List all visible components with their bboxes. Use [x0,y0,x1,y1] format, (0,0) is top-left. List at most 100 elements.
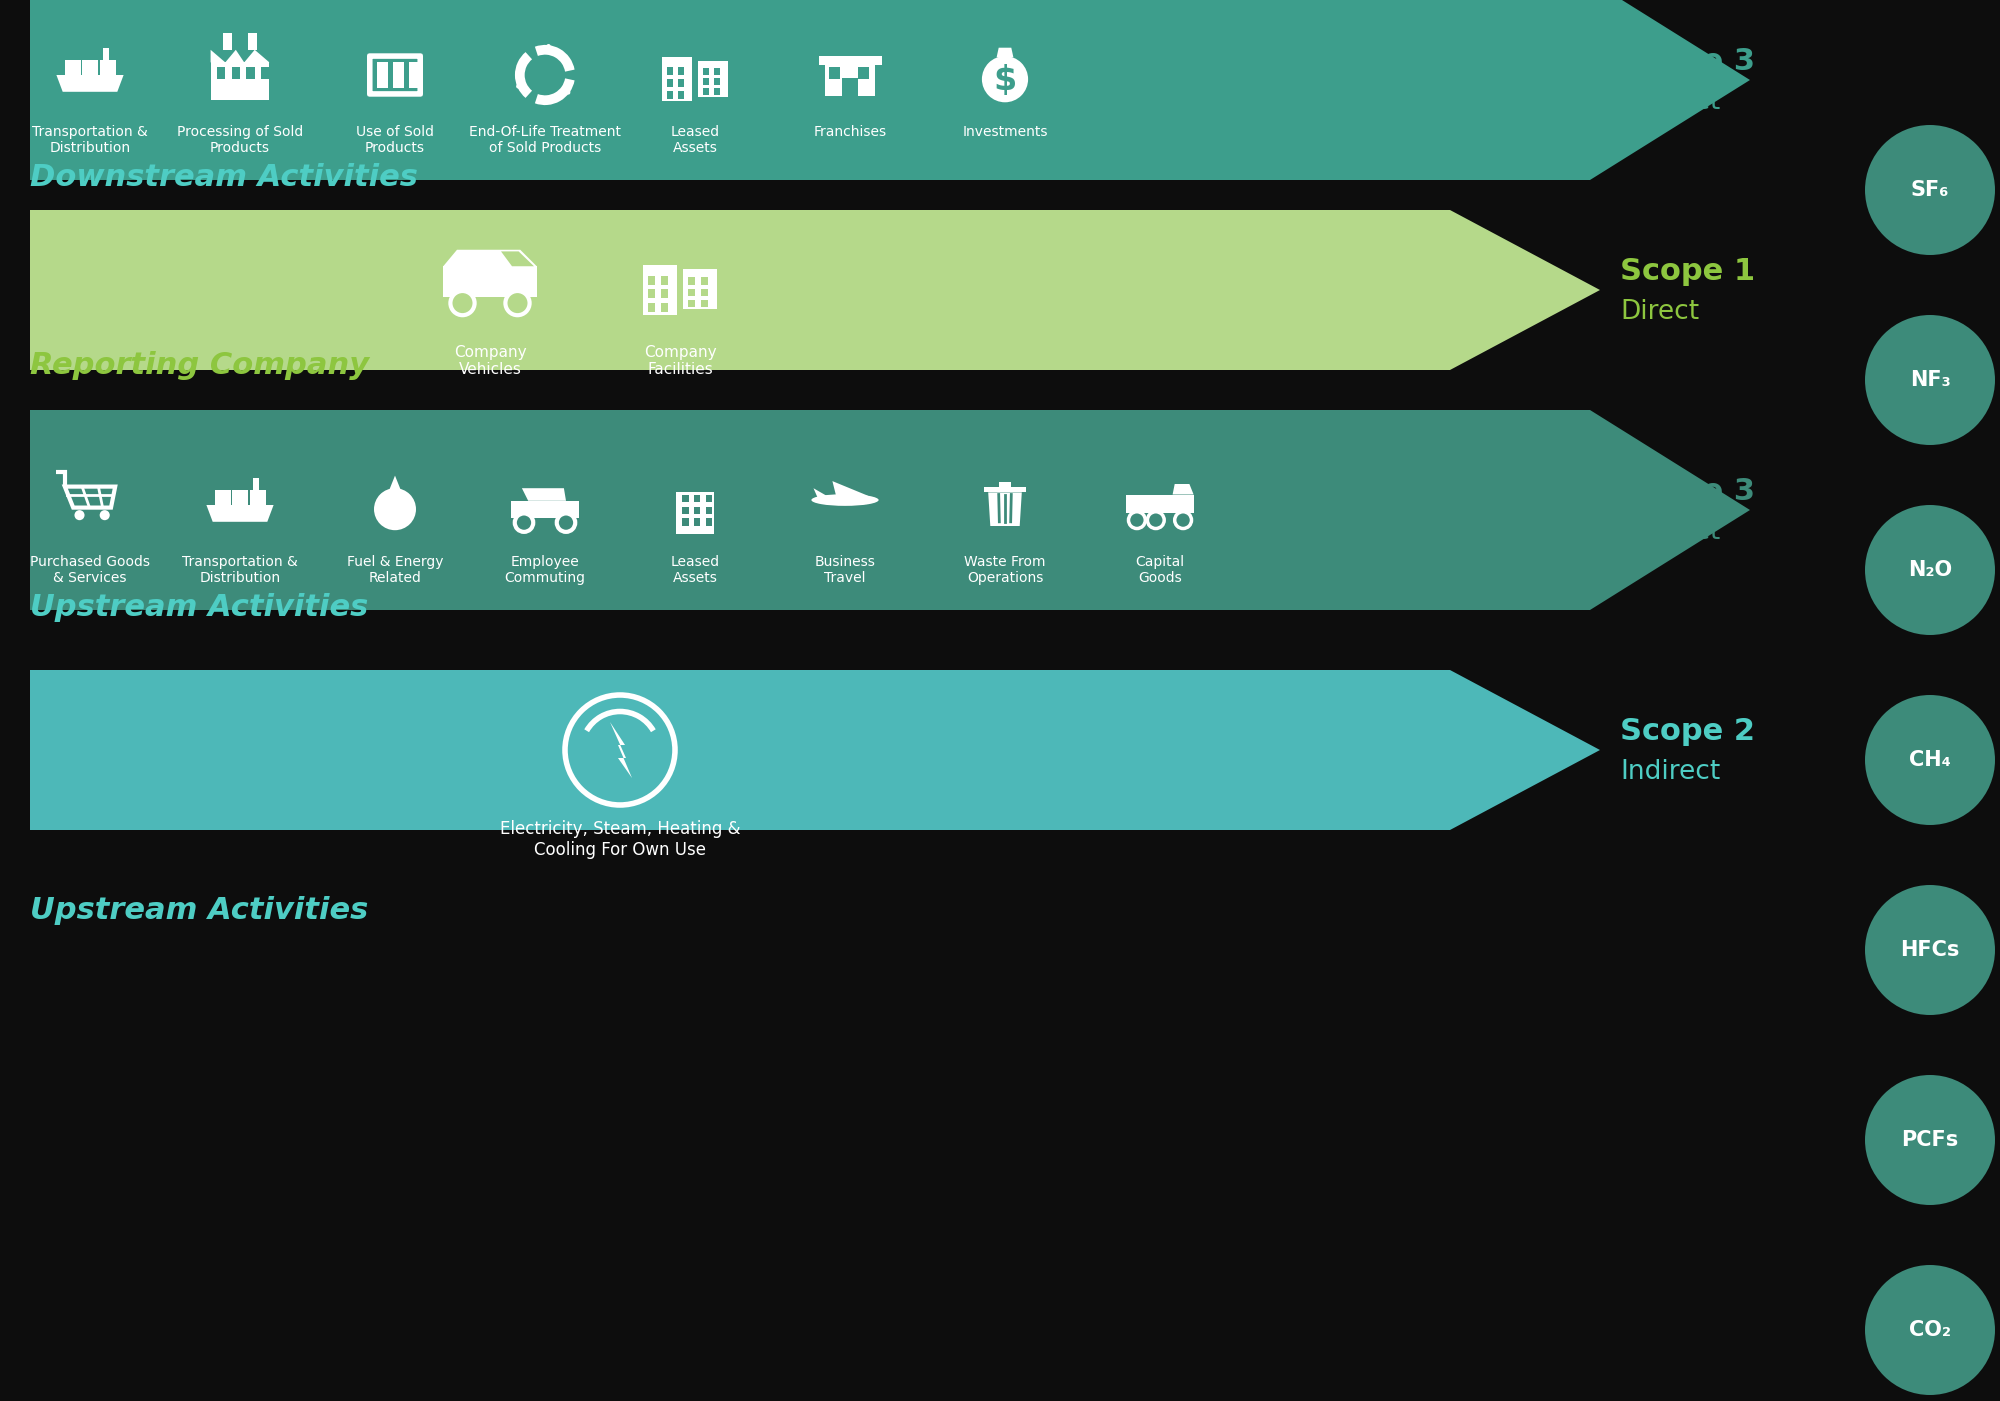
Polygon shape [500,251,534,266]
Bar [1172,495,1194,513]
Text: Leased
Assets: Leased Assets [670,555,720,586]
Text: Reporting Company: Reporting Company [30,352,370,380]
Text: Direct: Direct [1620,298,1700,325]
Bar [224,34,232,50]
Text: HFCs: HFCs [1900,940,1960,960]
Bar [102,48,108,60]
Text: Use of Sold
Products: Use of Sold Products [356,125,434,156]
Circle shape [1148,511,1164,528]
Polygon shape [210,50,270,63]
Bar [660,303,668,312]
Bar [694,507,700,514]
Polygon shape [996,48,1014,57]
Bar [648,276,654,284]
Text: $: $ [994,63,1016,97]
Text: Transportation &
Distribution: Transportation & Distribution [182,555,298,586]
Bar [216,67,226,80]
Text: Upstream Activities: Upstream Activities [30,897,368,925]
Text: End-Of-Life Treatment
of Sold Products: End-Of-Life Treatment of Sold Products [468,125,620,156]
Circle shape [450,291,474,315]
Circle shape [1128,511,1146,528]
Text: Processing of Sold
Products: Processing of Sold Products [176,125,304,156]
Text: Capital
Goods: Capital Goods [1136,555,1184,586]
Bar [394,63,404,88]
Circle shape [514,513,534,532]
Bar [702,277,708,284]
Bar [100,60,116,76]
Bar [444,266,536,297]
Bar [714,88,720,95]
Polygon shape [30,670,1600,829]
Text: N₂O: N₂O [1908,560,1952,580]
Text: Business
Travel: Business Travel [814,555,876,586]
Circle shape [1864,1075,1996,1205]
Bar [64,60,80,76]
Bar [1126,495,1172,513]
Bar [688,277,696,284]
Bar [702,88,708,95]
Bar [250,490,266,504]
Polygon shape [818,56,882,64]
Bar [706,518,712,525]
Circle shape [1864,125,1996,255]
Polygon shape [988,492,1022,525]
Text: Indirect: Indirect [1620,518,1720,545]
Text: Purchased Goods
& Services: Purchased Goods & Services [30,555,150,586]
Bar [252,478,258,490]
Bar [512,500,578,517]
Bar [678,91,684,99]
Bar [842,78,858,97]
Bar [378,63,388,88]
Text: Waste From
Operations: Waste From Operations [964,555,1046,586]
Bar [702,69,708,74]
Ellipse shape [812,495,878,506]
Polygon shape [206,504,274,521]
Bar [666,78,672,87]
Polygon shape [30,410,1750,609]
Bar [666,67,672,74]
Text: SF₆: SF₆ [1910,179,1950,200]
Circle shape [1864,1265,1996,1395]
Bar [82,60,98,76]
Circle shape [74,510,84,520]
Bar [694,518,700,525]
Text: Leased
Assets: Leased Assets [670,125,720,156]
Bar [702,78,708,84]
Bar [676,492,714,534]
Circle shape [982,56,1028,102]
Bar [232,490,248,504]
Polygon shape [56,76,124,92]
Bar [858,67,868,80]
Bar [824,64,876,97]
Text: Investments: Investments [962,125,1048,139]
Circle shape [506,291,530,315]
Bar [706,507,712,514]
Text: Indirect: Indirect [1620,759,1720,785]
Bar [660,290,668,298]
Bar [706,495,712,503]
Text: Company
Vehicles: Company Vehicles [454,345,526,377]
Bar [998,482,1012,488]
Bar [660,276,668,284]
Circle shape [100,510,110,520]
Bar [248,34,256,50]
Bar [214,490,230,504]
Circle shape [1864,315,1996,446]
Text: Franchises: Franchises [814,125,886,139]
Text: NF₃: NF₃ [1910,370,1950,389]
Text: Upstream Activities: Upstream Activities [30,593,368,622]
Bar [210,63,270,101]
Bar [682,518,688,525]
Text: Employee
Commuting: Employee Commuting [504,555,586,586]
Polygon shape [832,481,868,497]
Text: Downstream Activities: Downstream Activities [30,163,418,192]
Bar [246,67,254,80]
Bar [682,495,688,503]
Circle shape [1864,504,1996,635]
Bar [702,289,708,296]
Bar [702,300,708,307]
Circle shape [1864,695,1996,825]
Bar [648,290,654,298]
Bar [714,69,720,74]
Text: Fuel & Energy
Related: Fuel & Energy Related [346,555,444,586]
